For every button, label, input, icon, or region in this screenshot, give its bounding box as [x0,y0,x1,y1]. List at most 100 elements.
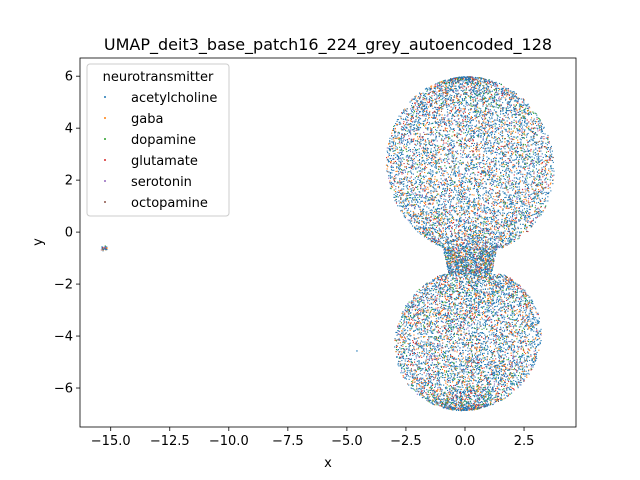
scatter-point [498,354,500,356]
scatter-point [520,381,522,383]
scatter-point [476,357,478,359]
scatter-point [452,348,454,350]
scatter-point [478,133,480,135]
scatter-point [447,146,449,148]
scatter-point [507,152,509,154]
scatter-point [465,367,467,369]
scatter-point [457,366,459,368]
scatter-point [460,362,462,364]
scatter-point [523,195,525,197]
scatter-point [424,152,426,154]
scatter-point [496,396,498,398]
scatter-point [456,95,458,97]
scatter-point [502,373,504,375]
scatter-point [472,86,474,88]
scatter-point [418,160,420,162]
scatter-point [536,171,538,173]
scatter-point [450,287,452,289]
scatter-point [512,233,514,235]
scatter-point [429,347,431,349]
scatter-point [486,378,488,380]
scatter-point [437,358,439,360]
scatter-point [452,147,454,149]
scatter-point [494,136,496,138]
scatter-point [509,318,511,320]
scatter-point [507,117,509,119]
scatter-point [534,127,536,129]
scatter-point [477,289,479,291]
scatter-point [500,240,502,242]
scatter-point [481,217,483,219]
scatter-point [473,272,475,274]
scatter-point [440,168,442,170]
scatter-point [485,144,487,146]
scatter-point [408,212,410,214]
scatter-point [519,291,521,293]
scatter-point [518,287,520,289]
scatter-point [409,177,411,179]
scatter-point [490,159,492,161]
scatter-point [507,308,509,310]
scatter-point [432,342,434,344]
scatter-point [469,95,471,97]
scatter-point [460,298,462,300]
scatter-point [465,384,467,386]
scatter-point [479,156,481,158]
scatter-point [408,141,410,143]
scatter-point [490,287,492,289]
scatter-point [527,104,529,106]
scatter-point [485,191,487,193]
scatter-point [523,104,525,106]
scatter-point [484,247,486,249]
scatter-point [493,292,495,294]
scatter-point [511,368,513,370]
scatter-point [459,327,461,329]
scatter-point [474,132,476,134]
scatter-point [417,367,419,369]
scatter-point [433,293,435,295]
scatter-point [436,83,438,85]
scatter-point [544,159,546,161]
scatter-point [448,176,450,178]
scatter-point [436,374,438,376]
scatter-point [453,268,455,270]
scatter-point [435,122,437,124]
scatter-point [403,163,405,165]
scatter-point [535,354,537,356]
scatter-point [483,324,485,326]
scatter-point [510,203,512,205]
scatter-point [421,217,423,219]
scatter-point [426,286,428,288]
scatter-point [452,168,454,170]
scatter-point [484,263,486,265]
scatter-point [486,404,488,406]
scatter-point [439,302,441,304]
scatter-point [538,210,540,212]
scatter-point [424,363,426,365]
scatter-point [477,252,479,254]
scatter-point [495,361,497,363]
scatter-point [425,352,427,354]
scatter-point [466,276,468,278]
scatter-point [507,106,509,108]
scatter-point [469,179,471,181]
scatter-point [480,266,482,268]
scatter-point [450,326,452,328]
scatter-point [473,273,475,275]
scatter-point [527,348,529,350]
scatter-point [510,105,512,107]
scatter-point [521,110,523,112]
scatter-point [493,218,495,220]
scatter-point [464,399,466,401]
scatter-point [396,120,398,122]
scatter-point [453,304,455,306]
scatter-point [421,306,423,308]
scatter-point [413,306,415,308]
scatter-point [527,335,529,337]
scatter-point [487,142,489,144]
scatter-point [481,332,483,334]
scatter-point [511,122,513,124]
scatter-point [456,304,458,306]
scatter-point [466,360,468,362]
scatter-point [405,148,407,150]
